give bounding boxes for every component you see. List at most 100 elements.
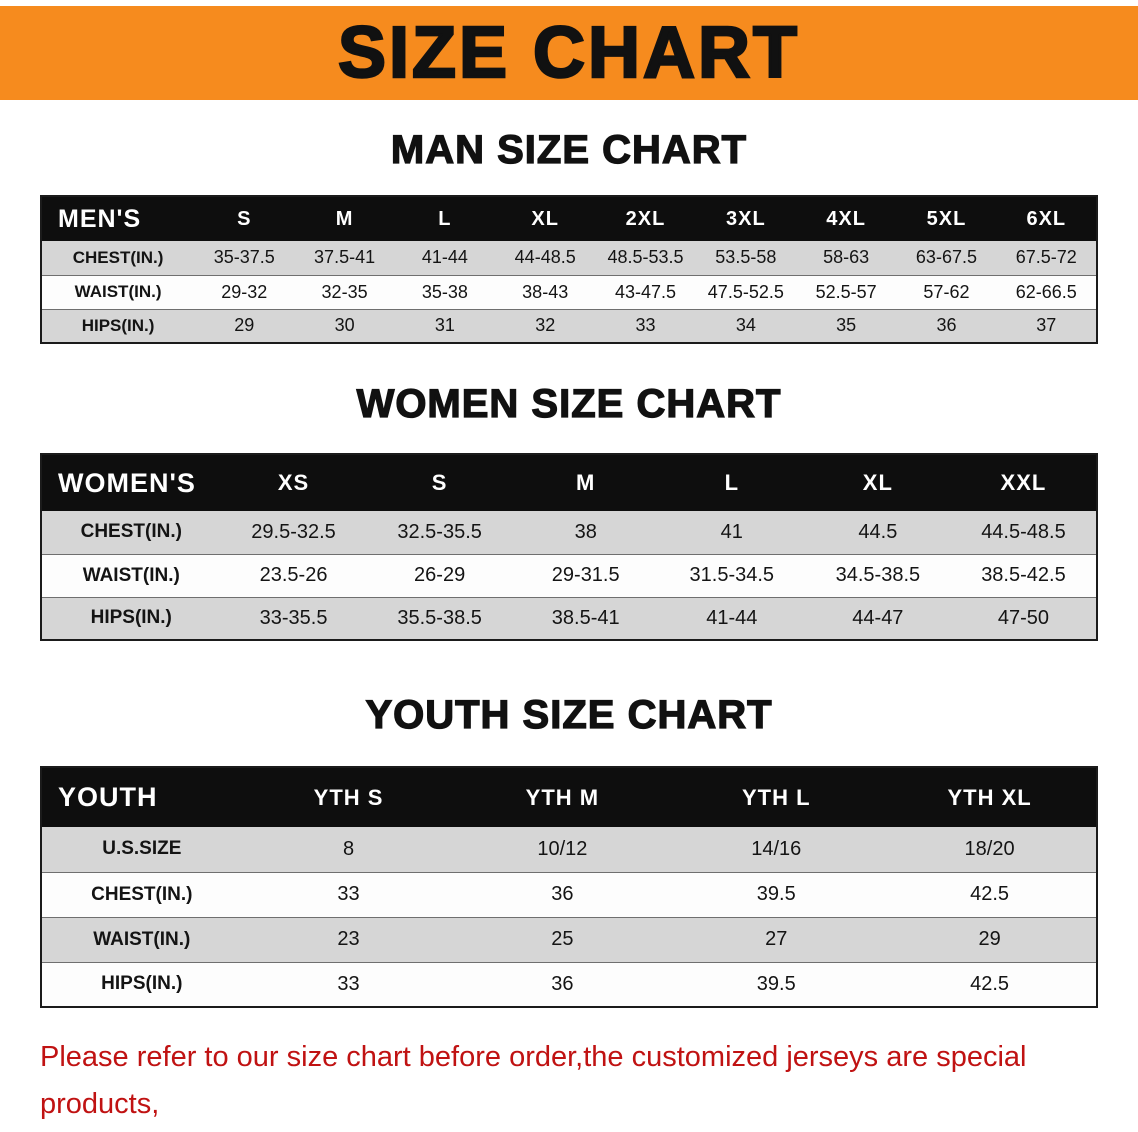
size-value: 58-63 <box>823 247 870 268</box>
size-value: 43-47.5 <box>614 281 677 302</box>
size-column-header: 2XL <box>595 196 696 241</box>
size-column-header: 3XL <box>695 196 796 241</box>
table-row: WAIST(IN.) 23 25 27 29 <box>41 917 1097 962</box>
size-value: 23 <box>337 928 360 950</box>
size-value: 38.5-41 <box>551 606 620 629</box>
page-title: SIZE CHART <box>337 12 800 95</box>
size-value: 36 <box>551 883 574 905</box>
size-column-header: 4XL <box>795 196 897 241</box>
size-column-header: YTH XL <box>883 767 1097 827</box>
size-value: 39.5 <box>756 972 796 995</box>
size-value: 14/16 <box>751 837 802 860</box>
size-value: 29 <box>234 315 255 336</box>
youth-section-heading: YOUTH SIZE CHART <box>365 692 773 737</box>
size-value: 42.5 <box>970 972 1010 995</box>
size-value: 37 <box>1036 315 1057 336</box>
order-notice-line1: Please refer to our size chart before or… <box>40 1041 1027 1120</box>
table-row: HIPS(IN.) 29 30 31 32 33 34 35 36 37 <box>41 309 1097 343</box>
size-value: 23.5-26 <box>259 564 328 586</box>
men-size-table: MEN'S S M L XL 2XL 3XL 4XL 5XL 6XL CHEST(IN.) 35-37… <box>40 195 1098 344</box>
size-value: 38 <box>574 520 597 543</box>
banner: SIZE CHART <box>0 6 1138 100</box>
size-value: 48.5-53.5 <box>607 247 684 268</box>
table-row: HIPS(IN.) 33 36 39.5 42.5 <box>41 962 1097 1007</box>
size-column-header: L <box>658 454 805 511</box>
size-column-header: S <box>366 454 513 511</box>
size-value: 27 <box>765 928 788 950</box>
size-value: 37.5-41 <box>314 247 376 268</box>
measurement-row-label: WAIST(IN.) <box>82 564 180 586</box>
size-value: 35 <box>836 315 857 336</box>
size-value: 57-62 <box>923 281 970 302</box>
measurement-row-label: HIPS(IN.) <box>81 315 155 335</box>
measurement-row-label: HIPS(IN.) <box>101 973 183 995</box>
size-column-header: XL <box>804 454 951 511</box>
size-column-header: L <box>394 196 496 241</box>
size-value: 41-44 <box>706 606 758 629</box>
size-value: 18/20 <box>964 837 1015 860</box>
size-value: 41 <box>720 520 743 543</box>
size-value: 39.5 <box>756 883 796 905</box>
size-column-header: YTH L <box>669 767 884 827</box>
size-value: 35.5-38.5 <box>397 606 482 629</box>
size-value: 29 <box>978 928 1001 950</box>
table-row: CHEST(IN.) 33 36 39.5 42.5 <box>41 872 1097 917</box>
table-header-row: MEN'S S M L XL 2XL 3XL 4XL 5XL 6XL <box>41 196 1097 241</box>
size-value: 33 <box>635 315 656 336</box>
women-size-section: WOMEN SIZE CHART WOMEN'S XS S M L XL XXL CHEST(… <box>0 381 1138 641</box>
size-value: 10/12 <box>537 837 588 860</box>
size-value: 35-38 <box>421 281 468 302</box>
size-value: 62-66.5 <box>1015 281 1077 302</box>
men-section-heading: MAN SIZE CHART <box>390 127 748 172</box>
size-value: 25 <box>551 928 574 950</box>
size-value: 44.5-48.5 <box>981 520 1066 543</box>
size-value: 31 <box>434 315 455 336</box>
size-value: 36 <box>551 972 574 995</box>
size-value: 32-35 <box>321 281 368 302</box>
size-value: 32 <box>535 315 556 336</box>
size-value: 44-47 <box>852 606 904 629</box>
size-value: 47-50 <box>997 606 1050 629</box>
measurement-row-label: U.S.SIZE <box>102 838 182 860</box>
size-value: 47.5-52.5 <box>707 281 784 302</box>
size-value: 44.5 <box>858 520 898 543</box>
table-corner-label: MEN'S <box>41 196 195 241</box>
table-header-row: WOMEN'S XS S M L XL XXL <box>41 454 1097 511</box>
men-size-section: MAN SIZE CHART MEN'S S M L XL 2XL 3XL 4XL 5XL 6XL… <box>0 127 1138 344</box>
measurement-row-label: CHEST(IN.) <box>91 883 193 905</box>
order-notice: Please refer to our size chart before or… <box>40 1034 1108 1132</box>
size-value: 29.5-32.5 <box>251 520 336 543</box>
size-column-header: S <box>194 196 295 241</box>
table-row: HIPS(IN.) 33-35.5 35.5-38.5 38.5-41 41-44 44-… <box>41 597 1097 640</box>
table-corner-label: YOUTH <box>41 767 242 827</box>
size-value: 38-43 <box>522 281 569 302</box>
size-value: 29-32 <box>221 281 268 302</box>
size-value: 34 <box>735 315 756 336</box>
measurement-row-label: WAIST(IN.) <box>93 928 191 950</box>
size-value: 34.5-38.5 <box>835 564 921 586</box>
size-value: 31.5-34.5 <box>689 564 775 586</box>
table-header-row: YOUTH YTH S YTH M YTH L YTH XL <box>41 767 1097 827</box>
size-value: 44-48.5 <box>514 247 576 268</box>
women-size-table: WOMEN'S XS S M L XL XXL CHEST(IN.) 29.5-32.5 32.5… <box>40 453 1098 641</box>
size-value: 33 <box>337 972 360 995</box>
size-value: 42.5 <box>970 883 1010 905</box>
size-column-header: XL <box>495 196 596 241</box>
table-row: CHEST(IN.) 29.5-32.5 32.5-35.5 38 41 44.5 44.5… <box>41 511 1097 554</box>
table-row: WAIST(IN.) 23.5-26 26-29 29-31.5 31.5-34.5 34… <box>41 554 1097 597</box>
size-column-header: 6XL <box>996 196 1097 241</box>
size-value: 41-44 <box>421 247 468 268</box>
women-section-heading: WOMEN SIZE CHART <box>356 381 782 426</box>
size-value: 29-31.5 <box>551 564 620 586</box>
size-value: 52.5-57 <box>815 281 877 302</box>
measurement-row-label: CHEST(IN.) <box>80 521 182 543</box>
size-column-header: YTH M <box>455 767 670 827</box>
size-value: 33-35.5 <box>259 606 328 629</box>
table-corner-label: WOMEN'S <box>41 454 221 511</box>
size-value: 53.5-58 <box>715 247 777 268</box>
size-column-header: M <box>512 454 659 511</box>
table-row: CHEST(IN.) 35-37.5 37.5-41 41-44 44-48.5 48.5… <box>41 241 1097 275</box>
size-value: 26-29 <box>414 564 466 586</box>
size-value: 35-37.5 <box>213 247 275 268</box>
